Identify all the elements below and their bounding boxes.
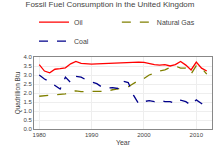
svg-text:4.0: 4.0 (23, 54, 32, 60)
svg-text:Oil: Oil (74, 19, 83, 26)
svg-text:1.5: 1.5 (23, 99, 32, 105)
svg-text:1.0: 1.0 (23, 108, 32, 114)
svg-text:Natural Gas: Natural Gas (157, 19, 195, 26)
svg-text:Year: Year (116, 139, 131, 146)
svg-text:2.0: 2.0 (23, 90, 32, 96)
svg-text:2.5: 2.5 (23, 81, 32, 87)
svg-text:Coal: Coal (74, 38, 89, 45)
svg-text:Fossil Fuel Consumption in the: Fossil Fuel Consumption in the United Ki… (26, 0, 195, 9)
svg-text:2000: 2000 (137, 132, 151, 138)
svg-text:1990: 1990 (85, 132, 99, 138)
svg-text:2010: 2010 (190, 132, 204, 138)
svg-text:Quadrillion Btu: Quadrillion Btu (14, 71, 22, 114)
svg-text:3.5: 3.5 (23, 63, 32, 69)
svg-text:3.0: 3.0 (23, 72, 32, 78)
svg-text:0.0: 0.0 (23, 126, 32, 132)
svg-text:0.5: 0.5 (23, 117, 32, 123)
svg-text:1980: 1980 (33, 132, 47, 138)
